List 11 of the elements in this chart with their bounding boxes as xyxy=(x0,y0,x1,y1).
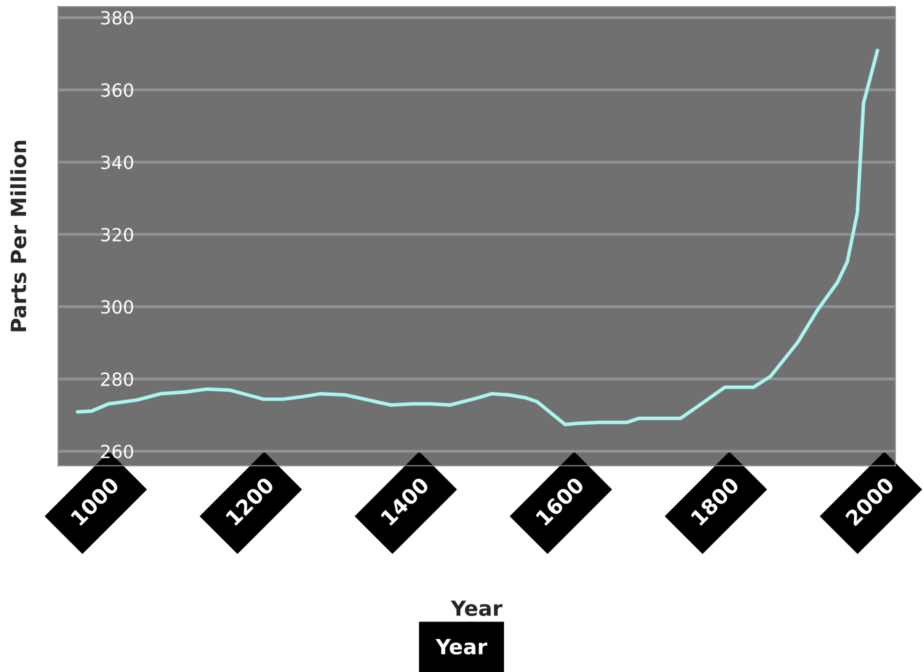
x-axis-title: Year xyxy=(450,600,502,616)
y-tick-label: 300 xyxy=(101,300,134,314)
y-axis-title: Parts Per Million xyxy=(10,140,26,332)
y-tick-label: 320 xyxy=(101,228,134,242)
y-tick-label: 360 xyxy=(101,83,134,97)
y-tick-label: 280 xyxy=(101,372,134,386)
y-tick-label: 340 xyxy=(101,156,134,170)
line-series xyxy=(76,48,880,426)
y-tick-label: 260 xyxy=(101,444,134,458)
y-tick-label: 380 xyxy=(101,11,134,25)
text: Year xyxy=(435,639,488,655)
